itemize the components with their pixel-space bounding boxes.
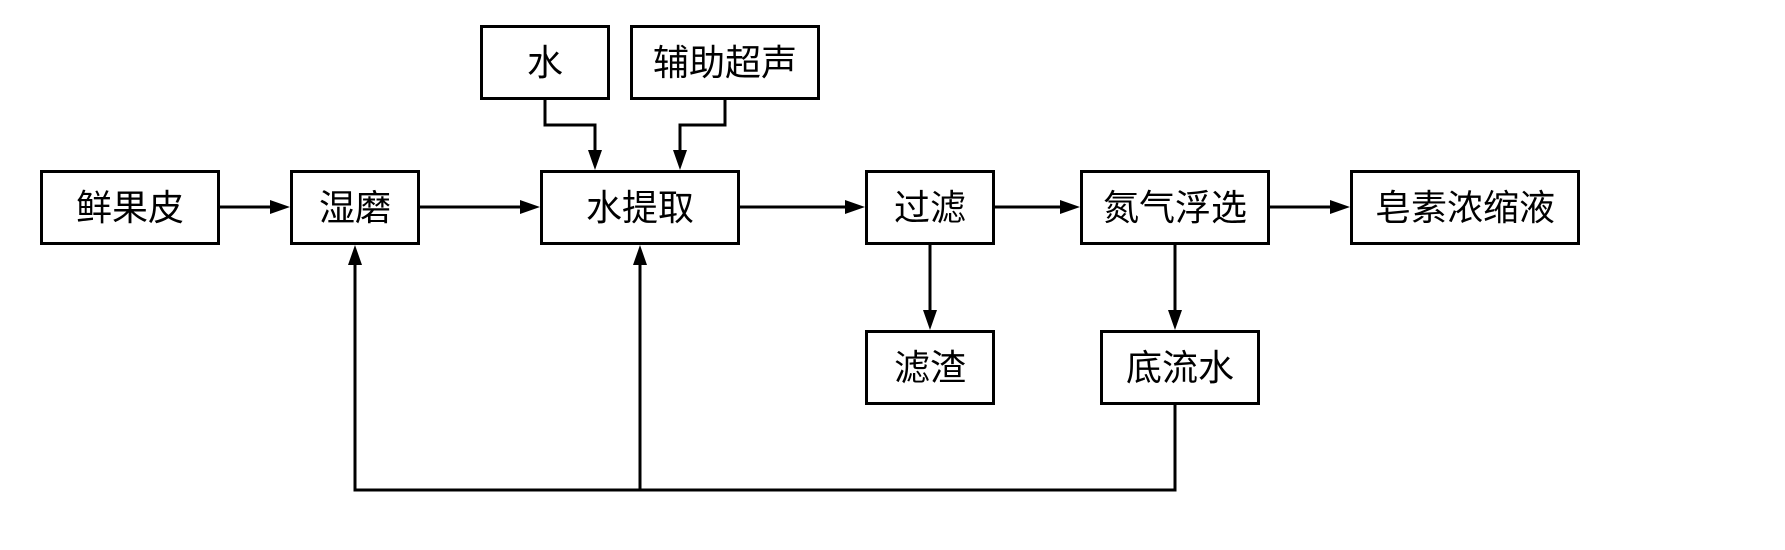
- node-label: 湿磨: [319, 190, 391, 226]
- node-label: 鲜果皮: [76, 190, 184, 226]
- flowchart-node: 过滤: [865, 170, 995, 245]
- flowchart-node: 水: [480, 25, 610, 100]
- flowchart-node: 滤渣: [865, 330, 995, 405]
- flowchart-node: 底流水: [1100, 330, 1260, 405]
- flowchart-node: 鲜果皮: [40, 170, 220, 245]
- flowchart-node: 氮气浮选: [1080, 170, 1270, 245]
- node-label: 底流水: [1126, 350, 1234, 386]
- node-label: 水: [527, 45, 563, 81]
- node-label: 辅助超声: [653, 45, 797, 81]
- flowchart-node: 辅助超声: [630, 25, 820, 100]
- flowchart-node: 湿磨: [290, 170, 420, 245]
- node-label: 过滤: [894, 190, 966, 226]
- node-label: 皂素浓缩液: [1375, 190, 1555, 226]
- node-label: 氮气浮选: [1103, 190, 1247, 226]
- flowchart-node: 皂素浓缩液: [1350, 170, 1580, 245]
- flowchart-edges: [0, 0, 1785, 550]
- flowchart-node: 水提取: [540, 170, 740, 245]
- node-label: 滤渣: [894, 350, 966, 386]
- node-label: 水提取: [586, 190, 694, 226]
